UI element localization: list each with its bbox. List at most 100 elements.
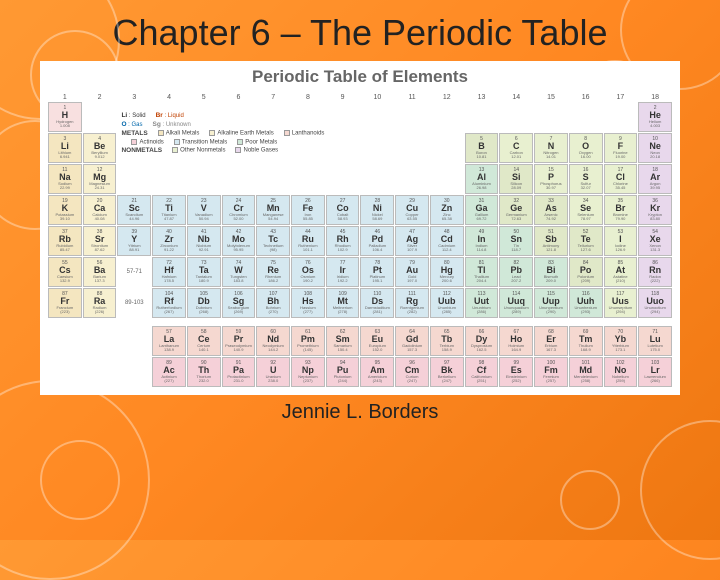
element-cell: 45RhRhodium102.9 xyxy=(326,226,360,256)
element-cell: 26FeIron55.85 xyxy=(291,195,325,225)
element-cell: 5BBoron10.81 xyxy=(465,133,499,163)
periodic-table: Periodic Table of Elements 1234567891011… xyxy=(40,61,680,395)
element-cell: 36KrKrypton83.80 xyxy=(638,195,672,225)
periodic-table-title: Periodic Table of Elements xyxy=(48,67,672,87)
element-cell: 6CCarbon12.01 xyxy=(499,133,533,163)
element-cell: 28NiNickel58.69 xyxy=(360,195,394,225)
group-number: 5 xyxy=(187,94,221,101)
element-cell: 92UUranium238.0 xyxy=(256,357,290,387)
element-cell: 10NeNeon20.18 xyxy=(638,133,672,163)
element-cell: 64GdGadolinium157.3 xyxy=(395,326,429,356)
element-cell: 25MnManganese54.94 xyxy=(256,195,290,225)
element-cell: 33AsArsenic74.92 xyxy=(534,195,568,225)
element-cell: 8OOxygen16.00 xyxy=(569,133,603,163)
element-cell: 53IIodine126.9 xyxy=(604,226,638,256)
element-cell: 47AgSilver107.9 xyxy=(395,226,429,256)
element-cell: 49InIndium114.8 xyxy=(465,226,499,256)
element-cell: 15PPhosphorus30.97 xyxy=(534,164,568,194)
group-number: 6 xyxy=(222,94,256,101)
lanthanoid-placeholder: 57-71 xyxy=(117,257,151,287)
element-cell: 40ZrZirconium91.22 xyxy=(152,226,186,256)
element-cell: 3LiLithium6.941 xyxy=(48,133,82,163)
element-cell: 24CrChromium52.00 xyxy=(222,195,256,225)
element-cell: 21ScScandium44.96 xyxy=(117,195,151,225)
element-cell: 93NpNeptunium(237) xyxy=(291,357,325,387)
element-cell: 20CaCalcium40.08 xyxy=(83,195,117,225)
element-cell: 98CfCalifornium(251) xyxy=(465,357,499,387)
element-cell: 104RfRutherfordium(267) xyxy=(152,288,186,318)
element-cell: 69TmThulium168.9 xyxy=(569,326,603,356)
element-cell: 96CmCurium(247) xyxy=(395,357,429,387)
element-cell: 97BkBerkelium(247) xyxy=(430,357,464,387)
element-cell: 95AmAmericium(243) xyxy=(360,357,394,387)
group-number: 18 xyxy=(638,94,672,101)
element-cell: 66DyDysprosium162.5 xyxy=(465,326,499,356)
element-cell: 59PrPraseodymium140.9 xyxy=(222,326,256,356)
element-cell: 117UusUnunseptium(294) xyxy=(604,288,638,318)
element-cell: 54XeXenon131.3 xyxy=(638,226,672,256)
element-cell: 82PbLead207.2 xyxy=(499,257,533,287)
element-cell: 63EuEuropium152.0 xyxy=(360,326,394,356)
element-cell: 60NdNeodymium144.2 xyxy=(256,326,290,356)
element-cell: 57LaLanthanum138.9 xyxy=(152,326,186,356)
element-cell: 70YbYtterbium173.1 xyxy=(604,326,638,356)
element-cell: 65TbTerbium158.9 xyxy=(430,326,464,356)
element-cell: 94PuPlutonium(244) xyxy=(326,357,360,387)
element-cell: 111RgRoentgenium(282) xyxy=(395,288,429,318)
group-number: 12 xyxy=(430,94,464,101)
element-cell: 68ErErbium167.3 xyxy=(534,326,568,356)
element-cell: 109MtMeitnerium(278) xyxy=(326,288,360,318)
legend: Li : SolidBr : LiquidO : GasSg : Unknown… xyxy=(117,102,463,163)
element-cell: 102NoNobelium(259) xyxy=(604,357,638,387)
element-cell: 22TiTitanium47.87 xyxy=(152,195,186,225)
group-number: 8 xyxy=(291,94,325,101)
element-cell: 78PtPlatinum195.1 xyxy=(360,257,394,287)
element-cell: 76OsOsmium190.2 xyxy=(291,257,325,287)
element-cell: 116UuhUnunhexium(293) xyxy=(569,288,603,318)
element-cell: 106SgSeaborgium(269) xyxy=(222,288,256,318)
element-cell: 50SnTin118.7 xyxy=(499,226,533,256)
group-number: 11 xyxy=(395,94,429,101)
element-cell: 4BeBeryllium9.012 xyxy=(83,133,117,163)
element-cell: 81TlThallium204.4 xyxy=(465,257,499,287)
element-cell: 100FmFermium(257) xyxy=(534,357,568,387)
element-cell: 2HeHelium4.003 xyxy=(638,102,672,132)
group-number: 10 xyxy=(360,94,394,101)
element-cell: 16SSulfur32.07 xyxy=(569,164,603,194)
element-cell: 99EsEinsteinium(252) xyxy=(499,357,533,387)
element-cell: 11NaSodium22.99 xyxy=(48,164,82,194)
element-cell: 31GaGallium69.72 xyxy=(465,195,499,225)
element-cell: 79AuGold197.0 xyxy=(395,257,429,287)
element-cell: 56BaBarium137.3 xyxy=(83,257,117,287)
element-cell: 83BiBismuth209.0 xyxy=(534,257,568,287)
element-cell: 58CeCerium140.1 xyxy=(187,326,221,356)
actinoid-placeholder: 89-103 xyxy=(117,288,151,318)
group-number: 2 xyxy=(83,94,117,101)
element-cell: 17ClChlorine35.45 xyxy=(604,164,638,194)
element-cell: 12MgMagnesium24.31 xyxy=(83,164,117,194)
element-cell: 13AlAluminium26.98 xyxy=(465,164,499,194)
element-cell: 72HfHafnium178.5 xyxy=(152,257,186,287)
element-cell: 108HsHassium(277) xyxy=(291,288,325,318)
element-cell: 107BhBohrium(270) xyxy=(256,288,290,318)
element-cell: 18ArArgon39.95 xyxy=(638,164,672,194)
element-cell: 75ReRhenium186.2 xyxy=(256,257,290,287)
decorative-circle xyxy=(640,420,720,560)
element-cell: 73TaTantalum180.9 xyxy=(187,257,221,287)
element-cell: 52TeTellurium127.6 xyxy=(569,226,603,256)
element-cell: 89AcActinium(227) xyxy=(152,357,186,387)
periodic-table-grid: 123456789101112131415161718Li : SolidBr … xyxy=(48,89,672,387)
element-cell: 1HHydrogen1.008 xyxy=(48,102,82,132)
decorative-circle xyxy=(560,470,620,530)
element-cell: 55CsCaesium132.9 xyxy=(48,257,82,287)
element-cell: 105DbDubnium(268) xyxy=(187,288,221,318)
group-number: 15 xyxy=(534,94,568,101)
element-cell: 42MoMolybdenum95.95 xyxy=(222,226,256,256)
group-number: 14 xyxy=(499,94,533,101)
element-cell: 90ThThorium232.0 xyxy=(187,357,221,387)
element-cell: 43TcTechnetium(98) xyxy=(256,226,290,256)
group-number: 4 xyxy=(152,94,186,101)
element-cell: 114UuqUnunquadium(289) xyxy=(499,288,533,318)
element-cell: 7NNitrogen14.01 xyxy=(534,133,568,163)
element-cell: 91PaProtactinium231.0 xyxy=(222,357,256,387)
